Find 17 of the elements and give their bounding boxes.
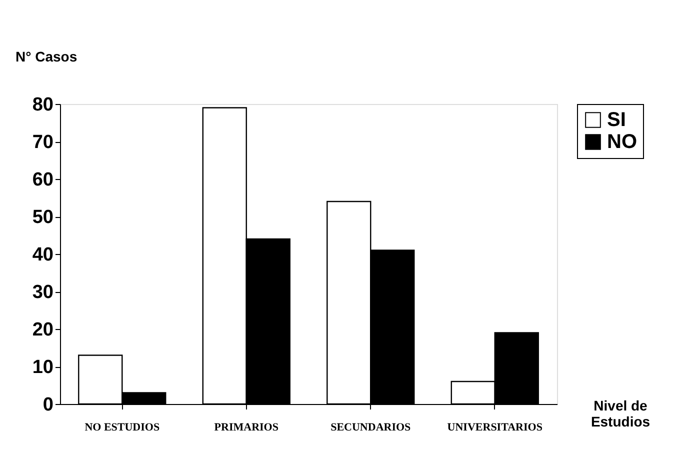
x-tick-label: PRIMARIOS <box>214 422 278 434</box>
y-tick-label: 70 <box>32 132 54 153</box>
y-tick-label: 60 <box>32 170 54 190</box>
x-tick-label: UNIVERSITARIOS <box>447 422 542 434</box>
y-tick-label: 30 <box>32 282 54 303</box>
y-tick-label: 50 <box>32 207 54 228</box>
legend-label: SI <box>607 109 626 131</box>
x-tick-label: SECUNDARIOS <box>330 422 411 434</box>
y-tick-label: 0 <box>42 394 54 416</box>
y-tick-label: 80 <box>32 94 54 116</box>
x-axis-title: Nivel de Estudios <box>590 398 650 430</box>
y-tick-label: 40 <box>32 244 54 266</box>
y-tick-label: 10 <box>32 357 54 378</box>
x-tick-label: NO ESTUDIOS <box>84 422 160 434</box>
y-axis-title: N° Casos <box>16 48 78 64</box>
legend-label: NO <box>607 131 637 153</box>
y-tick-label: 20 <box>32 320 54 340</box>
